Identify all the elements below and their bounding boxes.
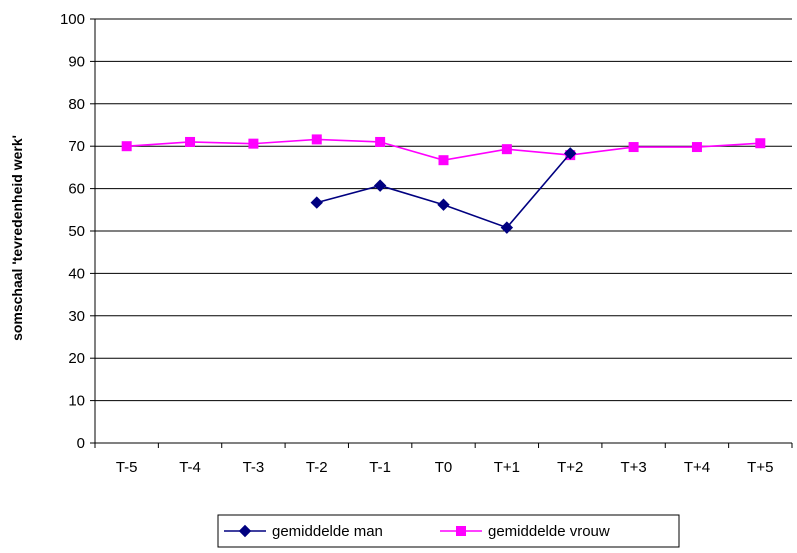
data-point (248, 138, 259, 149)
x-tick-label: T-4 (179, 459, 201, 476)
series-vrouw (121, 134, 766, 166)
data-point (437, 198, 450, 211)
data-point (438, 155, 449, 166)
x-tick-label: T+1 (494, 459, 520, 476)
x-tick-label: T+5 (747, 459, 773, 476)
y-tick-label: 30 (68, 308, 85, 325)
legend-entry: gemiddelde man (224, 523, 383, 540)
data-point (500, 221, 514, 234)
legend-label: gemiddelde man (272, 523, 383, 540)
y-tick-label: 60 (68, 181, 85, 198)
y-tick-label: 20 (68, 350, 85, 367)
x-tick-label: T+3 (620, 459, 646, 476)
x-tick-label: T-1 (369, 459, 391, 476)
data-point (310, 196, 323, 209)
y-tick-label: 50 (68, 223, 85, 240)
axes (90, 18, 793, 448)
data-point (375, 136, 386, 147)
gridlines (95, 18, 792, 402)
x-tick-label: T-5 (116, 459, 138, 476)
y-tick-label: 10 (68, 393, 85, 410)
x-tick-label: T-2 (306, 459, 328, 476)
x-tick-label: T-3 (243, 459, 265, 476)
legend-entry: gemiddelde vrouw (440, 523, 610, 540)
data-point (121, 141, 132, 152)
x-tick-label: T0 (435, 459, 453, 476)
y-tick-label: 0 (77, 435, 85, 452)
legend-marker (238, 524, 252, 538)
data-point (755, 138, 766, 149)
y-tick-label: 40 (68, 265, 85, 282)
y-axis-title: somschaal 'tevredenheid werk' (9, 135, 25, 341)
series-man (310, 147, 577, 234)
data-point (311, 134, 322, 145)
x-tick-labels: T-5 T-4 T-3 T-2 T-1 T0 T+1 T+2 T+3 T+4 T+5 (116, 459, 774, 476)
y-tick-label: 90 (68, 53, 85, 70)
series (121, 134, 766, 234)
data-point (628, 142, 639, 153)
legend-marker (456, 526, 466, 536)
data-point (373, 179, 387, 192)
y-tick-label: 100 (60, 11, 85, 28)
data-point (564, 147, 577, 160)
y-tick-label: 80 (68, 96, 85, 113)
data-point (185, 136, 196, 147)
data-point (691, 142, 702, 153)
x-tick-label: T+4 (684, 459, 710, 476)
y-tick-labels: 0 10 20 30 40 50 60 70 80 90 100 (60, 11, 85, 452)
legend-label: gemiddelde vrouw (488, 523, 610, 540)
y-tick-label: 70 (68, 138, 85, 155)
x-tick-label: T+2 (557, 459, 583, 476)
legend: gemiddelde man gemiddelde vrouw (217, 514, 680, 548)
data-point (501, 144, 512, 155)
